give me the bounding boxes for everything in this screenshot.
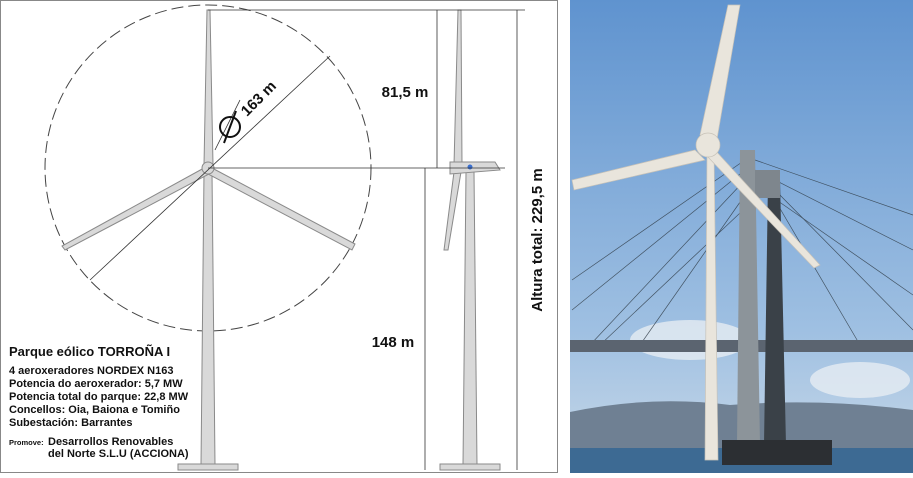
rotor-top-label: 81,5 m bbox=[382, 84, 429, 101]
info-line: Potencia do aeroxerador: 5,7 MW bbox=[9, 378, 183, 390]
promoter: Desarrollos Renovables bbox=[48, 436, 173, 448]
park-title: Parque eólico TORROÑA I bbox=[9, 344, 170, 359]
photo-panel bbox=[570, 0, 913, 473]
promoter-label: Promove: bbox=[9, 438, 44, 447]
info-line: 4 aeroxeradores NORDEX N163 bbox=[9, 365, 173, 377]
total-height-label: Altura total: 229,5 m bbox=[529, 168, 546, 311]
front-turbine bbox=[61, 9, 356, 471]
hub-height-label: 148 m bbox=[372, 334, 415, 351]
side-turbine bbox=[439, 9, 501, 471]
info-line: Concellos: Oia, Baiona e Tomiño bbox=[9, 404, 180, 416]
diagram-panel: 163 m 81,5 m 148 m Altura total: 229,5 m… bbox=[0, 0, 558, 473]
diameter-symbol bbox=[219, 116, 241, 138]
info-line: Potencia total do parque: 22,8 MW bbox=[9, 391, 189, 403]
promoter: del Norte S.L.U (ACCIONA) bbox=[48, 448, 189, 460]
info-line: Subestación: Barrantes bbox=[9, 417, 132, 429]
dimension-lines bbox=[89, 9, 525, 470]
diameter-symbol bbox=[223, 110, 237, 144]
